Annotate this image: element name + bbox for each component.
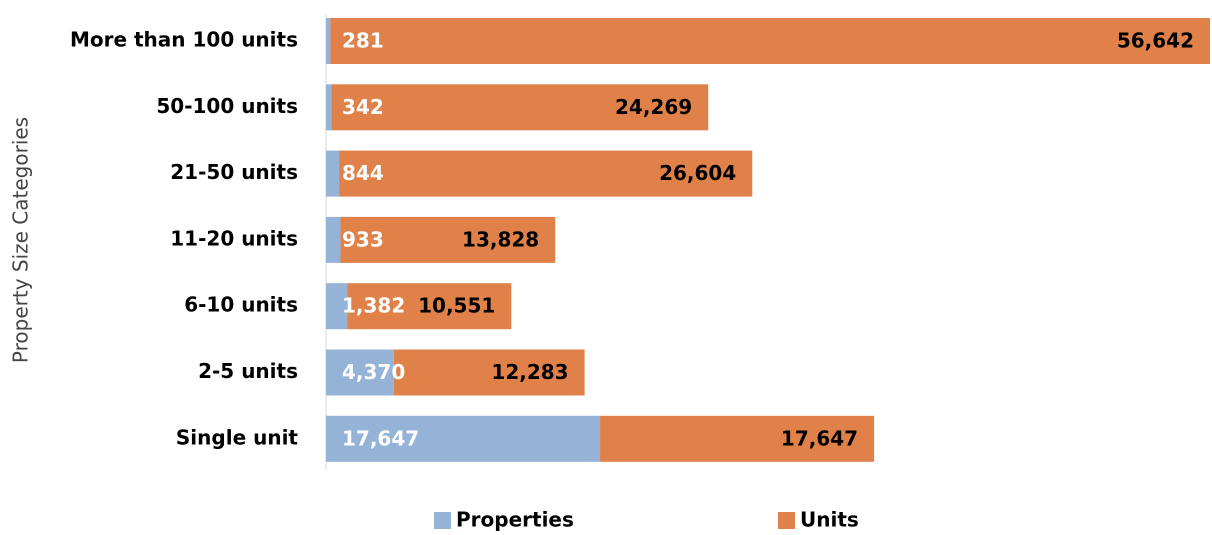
value-label: 24,269 [615, 95, 692, 119]
bar [330, 18, 1210, 64]
value-label: 1,382 [342, 294, 405, 318]
y-axis-label: Property Size Categories [9, 117, 33, 363]
value-label: 17,647 [781, 426, 858, 450]
value-label: 56,642 [1117, 29, 1194, 53]
bar [326, 150, 340, 197]
legend-swatch [434, 512, 451, 529]
bar [600, 415, 875, 462]
value-label: 844 [342, 161, 384, 185]
bar [326, 349, 394, 396]
category-label: 6-10 units [184, 293, 298, 317]
bar [326, 216, 341, 263]
category-label: 2-5 units [198, 359, 298, 383]
bar [331, 84, 709, 131]
value-label: 4,370 [342, 360, 405, 384]
value-label: 26,604 [659, 161, 736, 185]
bar [326, 415, 601, 462]
category-label: Single unit [176, 425, 299, 449]
category-label: More than 100 units [70, 28, 298, 52]
value-label: 17,647 [342, 426, 419, 450]
bar [339, 150, 753, 197]
value-label: 13,828 [462, 227, 539, 251]
bar [393, 349, 585, 396]
bar [326, 283, 348, 330]
value-label: 933 [342, 227, 384, 251]
bar [340, 216, 556, 263]
category-label: 50-100 units [156, 94, 298, 118]
value-label: 10,551 [418, 294, 495, 318]
bar [347, 283, 512, 330]
value-label: 342 [342, 95, 384, 119]
value-label: 281 [342, 29, 384, 53]
legend-swatch [778, 512, 795, 529]
legend-label: Properties [456, 508, 574, 532]
category-label: 11-20 units [170, 226, 298, 250]
category-label: 21-50 units [170, 160, 298, 184]
value-label: 12,283 [491, 360, 568, 384]
bar [326, 84, 332, 131]
bar [326, 18, 331, 64]
legend-label: Units [800, 508, 859, 532]
